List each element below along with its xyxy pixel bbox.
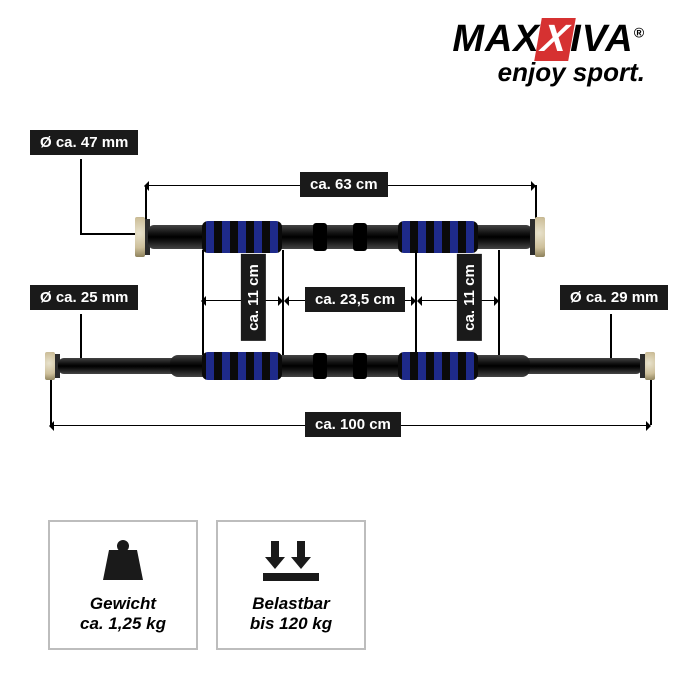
spec-weight: Gewicht ca. 1,25 kg <box>48 520 198 650</box>
spec-weight-value: ca. 1,25 kg <box>80 614 166 633</box>
spec-weight-text: Gewicht ca. 1,25 kg <box>80 594 166 633</box>
spec-weight-title: Gewicht <box>90 594 156 613</box>
dim-100-extr <box>650 380 652 425</box>
dimension-diagram: Ø ca. 47 mm ca. 63 cm ca. 11 cm <box>0 130 700 480</box>
load-icon <box>259 536 323 588</box>
lead-d47-h <box>80 233 135 235</box>
brand-pre: MAX <box>452 18 539 60</box>
weight-icon <box>99 536 147 588</box>
label-d25: Ø ca. 25 mm <box>30 285 138 310</box>
spec-boxes: Gewicht ca. 1,25 kg Belastbar bis 120 kg <box>48 520 366 650</box>
top-bar <box>140 225 540 249</box>
ext-b <box>282 250 284 360</box>
top-grip-r <box>398 221 478 252</box>
label-d29: Ø ca. 29 mm <box>560 285 668 310</box>
brand-block: MAXXIVA® enjoy sport. <box>452 18 645 88</box>
top-stop-r <box>353 223 367 252</box>
ext-a <box>202 250 204 360</box>
bottom-bar <box>50 358 650 374</box>
brand-post: IVA <box>570 18 634 60</box>
bot-grip-l <box>202 352 282 379</box>
label-235: ca. 23,5 cm <box>305 287 405 312</box>
bot-cap-r <box>645 352 655 380</box>
dim-100-extl <box>50 380 52 425</box>
label-11b: ca. 11 cm <box>457 254 482 341</box>
spec-load-text: Belastbar bis 120 kg <box>250 594 332 633</box>
ext-d <box>498 250 500 360</box>
brand-tagline: enjoy sport. <box>452 57 645 88</box>
brand-logo: MAXXIVA® <box>452 18 645 61</box>
top-cap-l <box>135 217 145 257</box>
bot-grip-r <box>398 352 478 379</box>
bot-cap-l <box>45 352 55 380</box>
top-grip-l <box>202 221 282 252</box>
label-d47: Ø ca. 47 mm <box>30 130 138 155</box>
brand-x: X <box>534 18 576 61</box>
ext-c <box>415 250 417 360</box>
top-stop-l <box>313 223 327 252</box>
brand-reg: ® <box>634 24 645 40</box>
spec-load-title: Belastbar <box>252 594 329 613</box>
label-100: ca. 100 cm <box>305 412 401 437</box>
spec-load: Belastbar bis 120 kg <box>216 520 366 650</box>
label-11a: ca. 11 cm <box>241 254 266 341</box>
bot-stop-r <box>353 353 367 379</box>
spec-load-value: bis 120 kg <box>250 614 332 633</box>
label-63: ca. 63 cm <box>300 172 388 197</box>
bot-stop-l <box>313 353 327 379</box>
top-cap-r <box>535 217 545 257</box>
lead-d47-v <box>80 159 82 233</box>
